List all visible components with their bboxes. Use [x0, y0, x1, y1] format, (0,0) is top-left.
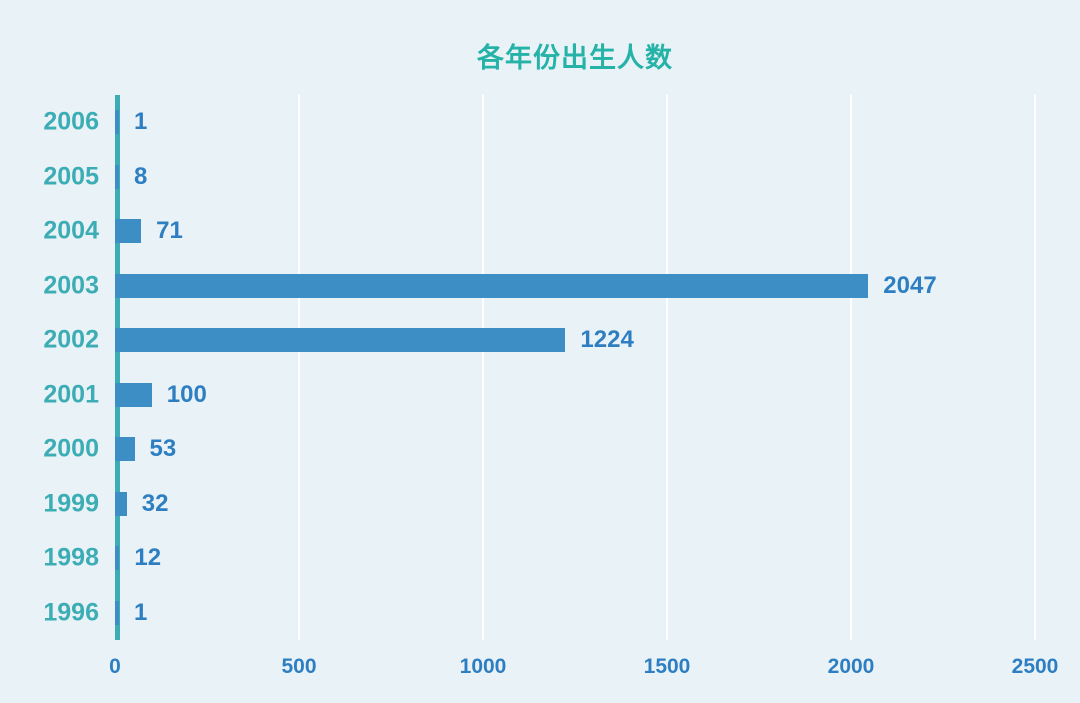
bar: [115, 164, 119, 189]
gridline: [850, 95, 852, 640]
bar: [115, 382, 152, 407]
y-axis-category-label: 2005: [43, 162, 99, 191]
chart-row: 1998 12: [43, 531, 1035, 586]
x-tick-label: 2000: [827, 655, 875, 678]
x-tick-label: 1000: [459, 655, 507, 678]
chart-row: 1996 1: [43, 586, 1035, 641]
y-axis-category-label: 2003: [43, 271, 99, 300]
bar-value-label: 8: [134, 162, 148, 190]
chart-row: 2006 1: [43, 95, 1035, 150]
bar-value-label: 100: [166, 380, 207, 408]
bar-rows: 2006 1 2005 8 2004 71 2003 2047 2002 1224 2001 100 2…: [43, 95, 1035, 641]
bar: [115, 273, 869, 298]
bar: [115, 219, 142, 244]
chart-row: 1999 32: [43, 477, 1035, 532]
x-axis: 0 500 1000 1500 2000 2500: [109, 655, 1058, 685]
bar-value-label: 1: [134, 108, 148, 136]
y-axis-category-label: 1996: [43, 598, 99, 627]
bar: [115, 437, 135, 462]
bar: [115, 110, 119, 135]
bar-value-label: 1224: [580, 326, 634, 354]
bar: [115, 546, 120, 571]
bar-value-label: 71: [156, 217, 183, 245]
bar-value-label: 2047: [883, 271, 937, 299]
chart-title: 各年份出生人数: [477, 43, 673, 73]
bar-value-label: 12: [134, 544, 162, 572]
gridline: [1034, 95, 1036, 640]
x-tick-label: 2500: [1011, 655, 1059, 678]
y-axis-category-label: 2001: [43, 380, 99, 409]
gridline: [298, 95, 300, 640]
gridline: [482, 95, 484, 640]
chart-row: 2002 1224: [43, 313, 1035, 368]
y-axis-category-label: 2000: [43, 434, 99, 463]
bar-value-label: 32: [141, 489, 169, 517]
bar: [115, 491, 127, 516]
y-axis-category-label: 2006: [43, 107, 99, 136]
y-axis-category-label: 2002: [43, 325, 99, 354]
chart-row: 2001 100: [43, 368, 1035, 423]
bar-value-label: 1: [134, 598, 148, 626]
bar: [115, 600, 119, 625]
gridline: [666, 95, 668, 640]
chart-row: 2005 8: [43, 150, 1035, 205]
y-axis-category-label: 1998: [43, 543, 99, 572]
chart-row: 2000 53: [43, 422, 1035, 477]
chart-row: 2003 2047: [43, 259, 1035, 314]
bar-value-label: 53: [149, 435, 177, 463]
x-tick-label: 0: [109, 655, 121, 678]
y-axis-category-label: 2004: [43, 216, 99, 245]
x-tick-label: 1500: [643, 655, 691, 678]
x-tick-label: 500: [281, 655, 317, 678]
plot-area: 2006 1 2005 8 2004 71 2003 2047 2002 1224 2001 100 2…: [43, 95, 1036, 641]
bar: [115, 328, 566, 353]
chart-row: 2004 71: [43, 204, 1035, 259]
y-axis-line: [115, 95, 120, 640]
y-axis-category-label: 1999: [43, 489, 99, 518]
